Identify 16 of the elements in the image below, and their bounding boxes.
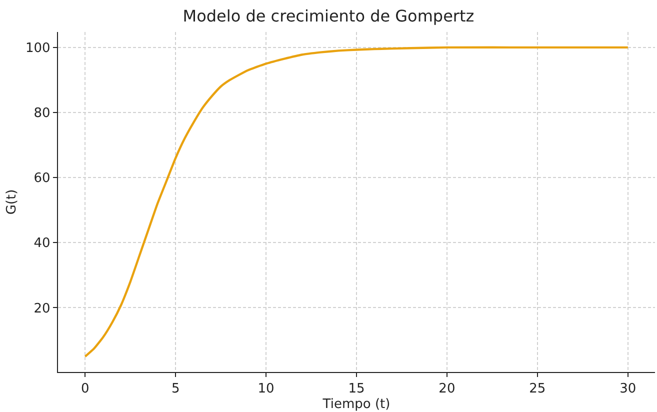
y-tick-label: 100 xyxy=(25,41,50,56)
x-tick-label: 20 xyxy=(438,382,456,397)
y-tick-label: 40 xyxy=(34,236,50,252)
chart-title: Modelo de crecimiento de Gompertz xyxy=(182,6,474,26)
x-tick-label: 10 xyxy=(258,382,274,397)
y-tick-label: 20 xyxy=(34,301,50,316)
x-tick-label: 0 xyxy=(81,382,90,397)
x-axis-title: Tiempo (t) xyxy=(322,397,390,412)
y-tick-label: 60 xyxy=(34,171,50,186)
x-tick-label: 5 xyxy=(171,382,180,397)
x-tick-label: 30 xyxy=(620,382,636,397)
y-axis-title: G(t) xyxy=(4,189,20,215)
line-series xyxy=(84,46,629,358)
x-tick-label: 25 xyxy=(529,382,546,397)
y-tick-label: 80 xyxy=(34,106,50,122)
x-tick-label: 15 xyxy=(348,382,365,397)
